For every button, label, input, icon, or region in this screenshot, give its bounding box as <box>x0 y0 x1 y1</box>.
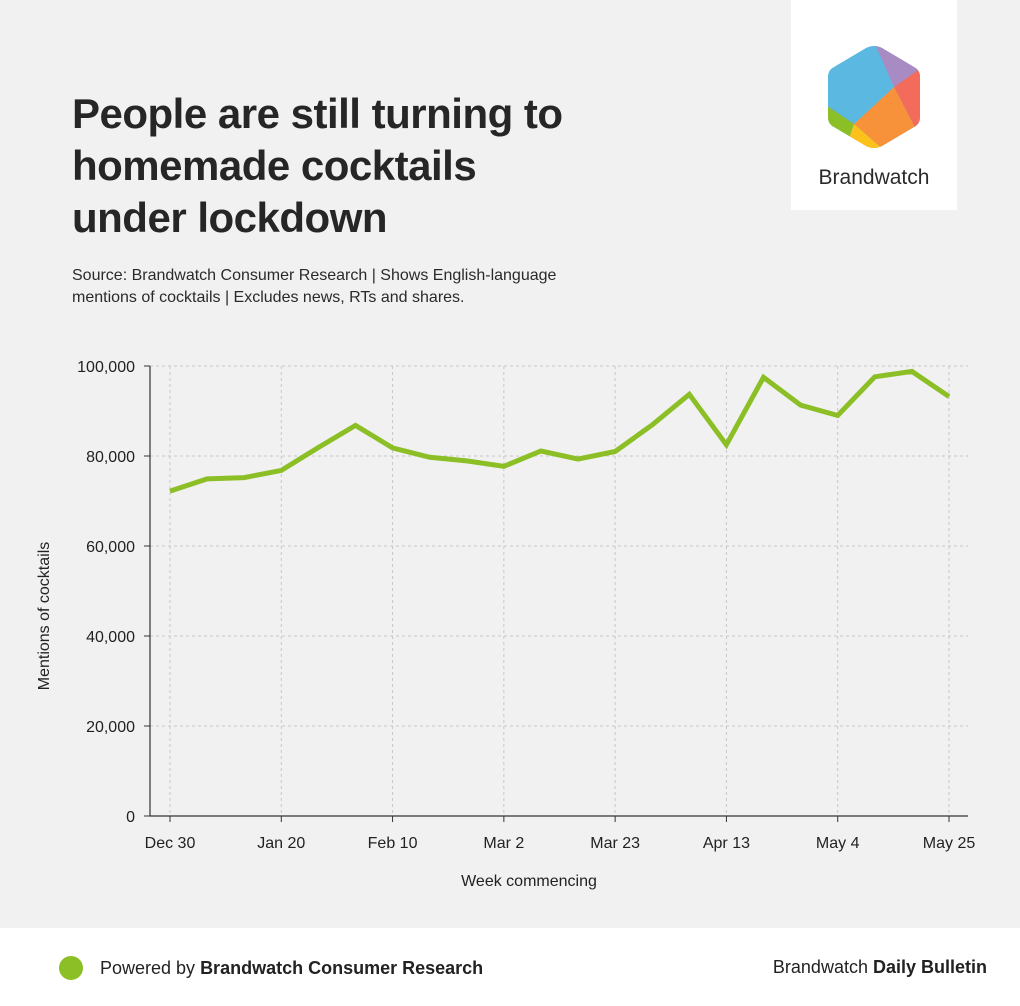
brand-logo-card: Brandwatch <box>791 0 957 210</box>
footer-publication-prefix: Brandwatch <box>772 957 873 977</box>
y-axis-title: Mentions of cocktails <box>36 542 53 691</box>
x-tick-label: Apr 13 <box>703 835 750 852</box>
brand-logo-text: Brandwatch <box>818 166 930 189</box>
y-tick-label: 60,000 <box>86 539 135 556</box>
x-tick-label: Feb 10 <box>368 835 418 852</box>
y-tick-label: 40,000 <box>86 629 135 646</box>
x-tick-label: May 25 <box>923 835 976 852</box>
line-chart: 0 20,000 40,000 60,000 80,000 100,000 Dec 30 Ja… <box>36 359 976 890</box>
x-tick-label: Mar 23 <box>590 835 640 852</box>
footer-dot-icon <box>59 956 83 980</box>
x-tick-label: Mar 2 <box>483 835 524 852</box>
footer-powered-brand: Brandwatch Consumer Research <box>200 958 484 978</box>
y-tick-label: 80,000 <box>86 449 135 466</box>
y-tick-label: 0 <box>126 809 135 826</box>
footer-powered-prefix: Powered by <box>100 958 201 978</box>
series-line <box>169 368 951 494</box>
x-tick-label: May 4 <box>816 835 860 852</box>
x-axis-title: Week commencing <box>461 873 597 890</box>
brandwatch-hexagon-logo-icon <box>828 46 920 148</box>
footer-publication: Brandwatch Daily Bulletin <box>773 957 987 978</box>
footer-publication-name: Daily Bulletin <box>872 957 987 977</box>
x-tick-label: Dec 30 <box>145 835 196 852</box>
chart-subtitle: Source: Brandwatch Consumer Research | S… <box>72 267 557 306</box>
page-title: People are still turning to homemade coc… <box>72 90 563 241</box>
x-tick-label: Jan 20 <box>257 835 305 852</box>
y-tick-label: 100,000 <box>77 359 135 376</box>
footer-powered-by: Powered by Brandwatch Consumer Research <box>100 958 483 979</box>
y-tick-label: 20,000 <box>86 719 135 736</box>
footer <box>0 928 1020 1006</box>
